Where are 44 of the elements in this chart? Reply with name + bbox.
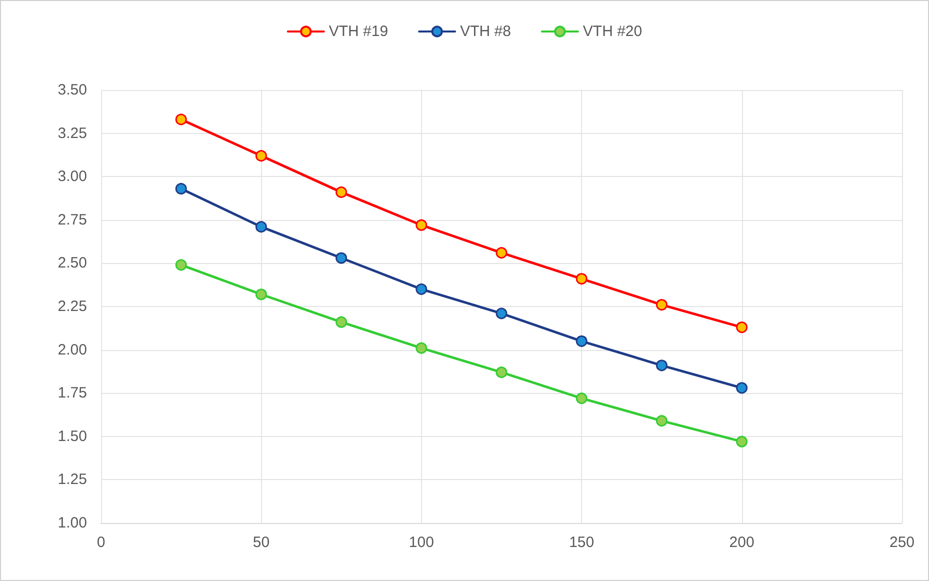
- point: [175, 114, 187, 126]
- point: [496, 308, 508, 320]
- y-tick-label: 2.25: [58, 298, 87, 315]
- point: [175, 259, 187, 271]
- point: [656, 415, 668, 427]
- y-tick-label: 2.00: [58, 341, 87, 358]
- point: [416, 342, 428, 354]
- point: [736, 322, 748, 334]
- x-tick-label: 150: [569, 534, 594, 551]
- point: [416, 219, 428, 231]
- x-tick-label: 250: [889, 534, 915, 551]
- point: [496, 366, 508, 378]
- point: [576, 273, 588, 285]
- x-tick-label: 0: [96, 534, 106, 551]
- y-tick-label: 2.75: [58, 211, 87, 228]
- y-tick-label: 1.50: [58, 428, 87, 445]
- y-tick-label: 3.00: [58, 168, 87, 186]
- x-tick-label: 50: [252, 534, 270, 551]
- point: [336, 186, 348, 198]
- y-tick-label: 1.25: [58, 471, 87, 488]
- y-tick-label: 1.75: [58, 384, 87, 402]
- point: [416, 283, 428, 295]
- point: [656, 360, 668, 372]
- point: [336, 316, 348, 328]
- point: [255, 150, 267, 162]
- y-tick-label: 2.50: [58, 254, 87, 272]
- point: [576, 392, 588, 404]
- point: [656, 299, 668, 311]
- y-tick-label: 3.50: [58, 82, 87, 98]
- point: [336, 252, 348, 264]
- point: [576, 335, 588, 347]
- y-tick-label: 3.25: [58, 124, 87, 142]
- point: [496, 247, 508, 259]
- y-tick-label: 1.00: [58, 514, 87, 532]
- x-tick-label: 100: [408, 534, 434, 551]
- point: [736, 382, 748, 394]
- point: [736, 436, 748, 448]
- legend-label: VTH #20: [582, 23, 642, 40]
- point: [255, 221, 267, 233]
- legend-label: VTH #8: [460, 23, 511, 40]
- point: [255, 288, 267, 300]
- point: [175, 182, 187, 194]
- legend-label: VTH #19: [328, 23, 388, 40]
- x-tick-label: 200: [729, 534, 754, 551]
